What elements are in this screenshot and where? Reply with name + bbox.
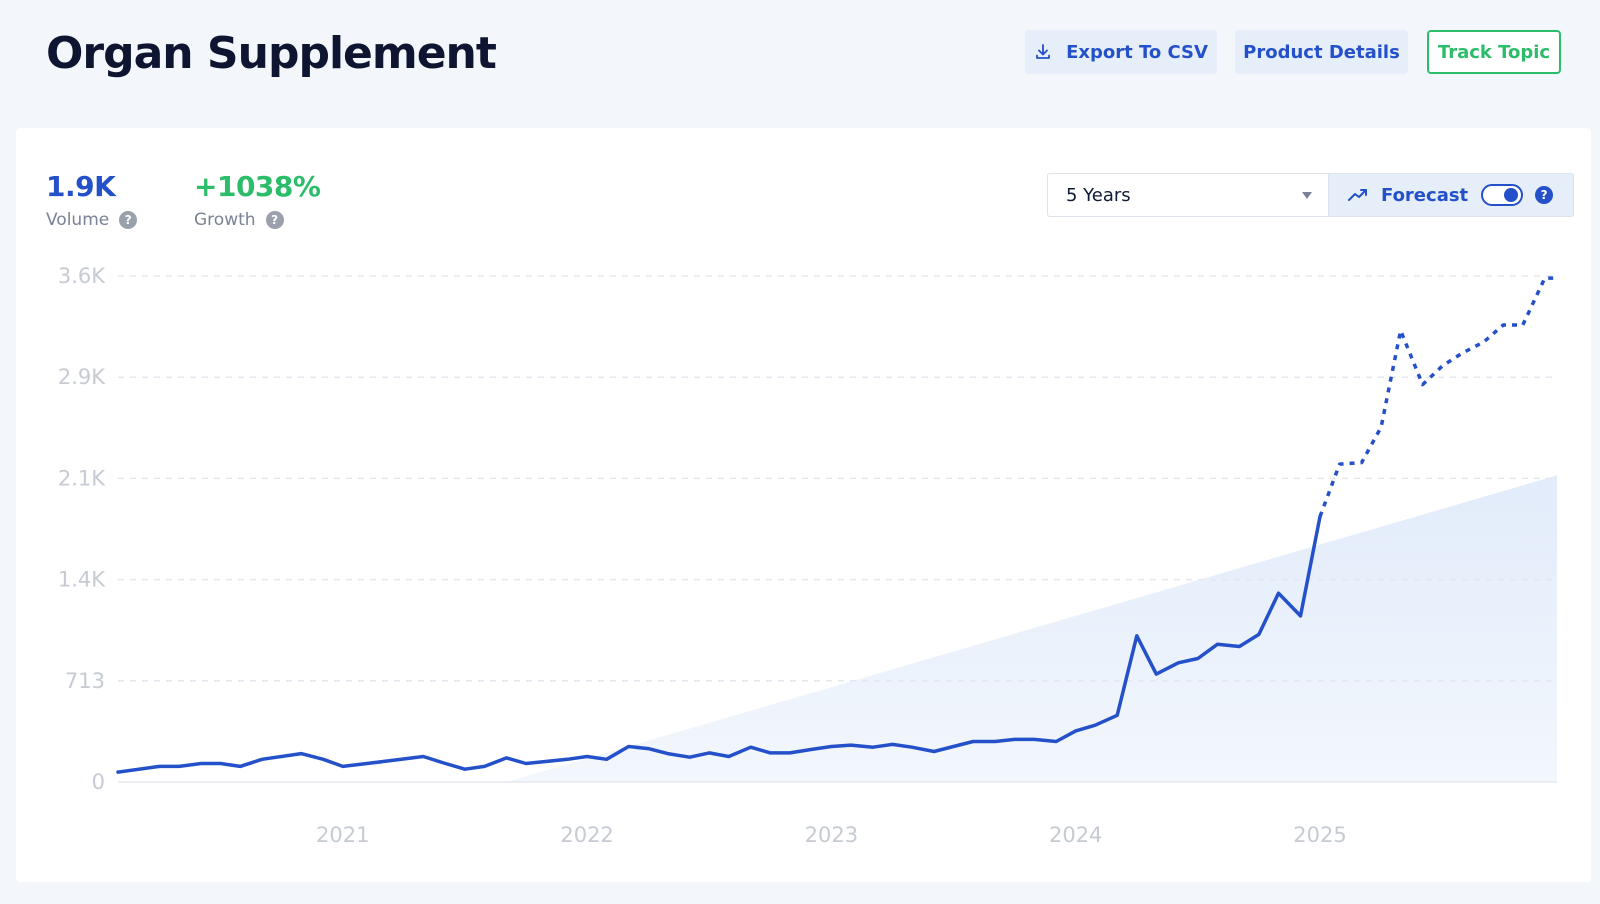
- export-csv-button[interactable]: Export To CSV: [1025, 30, 1217, 74]
- y-tick-label: 0: [92, 770, 105, 794]
- y-tick-label: 2.9K: [58, 365, 106, 389]
- growth-value: +1038%: [194, 170, 321, 203]
- forecast-control: Forecast ?: [1329, 173, 1574, 217]
- product-details-button[interactable]: Product Details: [1235, 30, 1408, 74]
- y-tick-label: 2.1K: [58, 466, 106, 490]
- download-icon: [1034, 43, 1052, 61]
- forecast-label: Forecast: [1381, 184, 1469, 206]
- x-tick-label: 2025: [1293, 823, 1346, 847]
- volume-value: 1.9K: [46, 170, 116, 203]
- y-tick-label: 3.6K: [58, 264, 106, 288]
- forecast-help-icon[interactable]: ?: [1535, 186, 1554, 204]
- trend-band: [506, 475, 1558, 782]
- x-tick-label: 2023: [805, 823, 858, 847]
- volume-label: Volume: [46, 210, 110, 230]
- caret-down-icon: [1302, 192, 1312, 199]
- x-tick-label: 2021: [316, 823, 369, 847]
- x-tick-label: 2024: [1049, 823, 1102, 847]
- track-topic-button[interactable]: Track Topic: [1427, 30, 1561, 74]
- forecast-line: [1318, 276, 1557, 518]
- x-tick-label: 2022: [560, 823, 613, 847]
- y-tick-label: 1.4K: [58, 568, 106, 592]
- export-csv-label: Export To CSV: [1066, 41, 1208, 63]
- growth-label: Growth: [194, 210, 256, 230]
- volume-stat: Volume ?: [46, 210, 138, 230]
- trend-up-icon: [1347, 184, 1369, 206]
- forecast-toggle[interactable]: [1481, 184, 1524, 206]
- y-tick-label: 713: [65, 669, 105, 693]
- toggle-knob: [1504, 188, 1519, 202]
- growth-stat: Growth ?: [194, 210, 284, 230]
- volume-line: [116, 514, 1322, 774]
- time-range-value: 5 Years: [1066, 184, 1131, 206]
- time-range-select[interactable]: 5 Years: [1047, 173, 1329, 217]
- page-title: Organ Supplement: [46, 28, 497, 79]
- volume-help-icon[interactable]: ?: [119, 211, 138, 229]
- growth-help-icon[interactable]: ?: [265, 211, 284, 229]
